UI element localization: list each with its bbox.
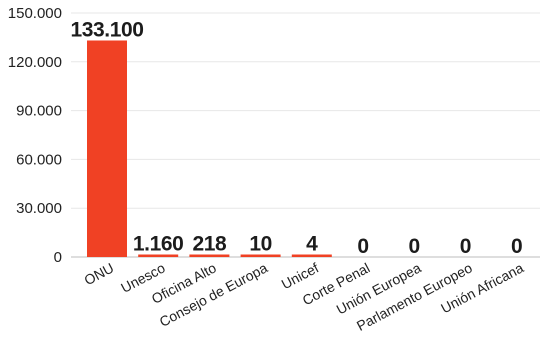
bar bbox=[240, 254, 281, 257]
bar-value-label: 0 bbox=[409, 235, 420, 258]
bar-value-label: 133.100 bbox=[70, 18, 143, 41]
bar bbox=[291, 254, 332, 257]
bars-layer bbox=[87, 40, 332, 258]
y-tick-label: 90.000 bbox=[16, 103, 62, 120]
x-category-label: ONU bbox=[81, 260, 116, 289]
bar-value-label: 10 bbox=[249, 233, 272, 256]
bar-value-label: 218 bbox=[192, 233, 227, 256]
y-tick-label: 60.000 bbox=[16, 151, 62, 168]
bar-value-label: 0 bbox=[357, 235, 368, 258]
y-tick-label: 0 bbox=[54, 249, 62, 266]
bar-value-label: 0 bbox=[511, 235, 522, 258]
bar-value-label: 4 bbox=[306, 233, 318, 256]
bar-value-label: 0 bbox=[460, 235, 471, 258]
y-axis-tick-labels: 0 30.000 60.000 90.000 120.000 150.000 bbox=[8, 5, 62, 266]
bar bbox=[189, 254, 230, 257]
grid-layer bbox=[71, 12, 540, 258]
bar bbox=[87, 40, 127, 258]
data-labels-layer: 133.100 1.160 218 10 4 0 0 0 0 bbox=[70, 18, 522, 258]
y-tick-label: 150.000 bbox=[8, 5, 62, 22]
y-tick-label: 30.000 bbox=[16, 200, 62, 217]
bar-value-label: 1.160 bbox=[133, 233, 184, 256]
y-tick-label: 120.000 bbox=[8, 54, 62, 71]
bar bbox=[138, 254, 179, 257]
